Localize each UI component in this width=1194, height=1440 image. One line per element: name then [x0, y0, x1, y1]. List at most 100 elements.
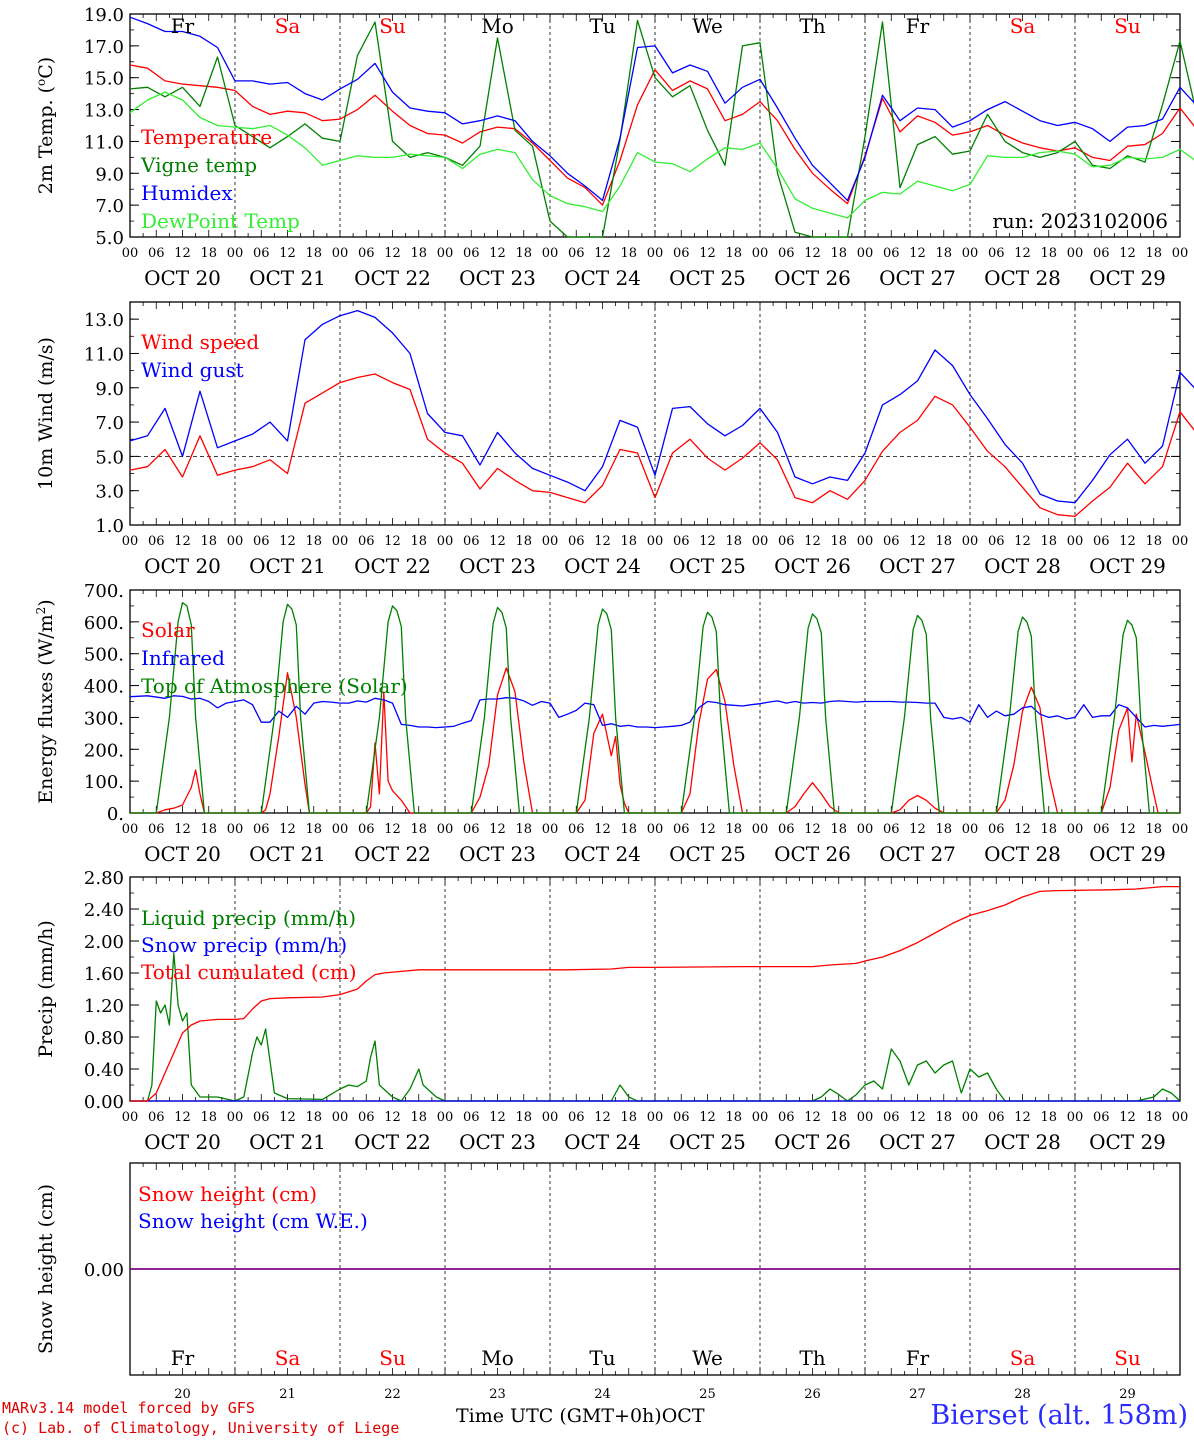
- hour-tick-label: 18: [305, 534, 322, 549]
- hour-tick-label: 00: [437, 246, 454, 261]
- y-tick-label: 1.0: [95, 516, 124, 537]
- date-label: OCT 23: [459, 554, 536, 578]
- hour-tick-label: 00: [437, 1110, 454, 1125]
- hour-tick-label: 06: [673, 246, 690, 261]
- y-tick-label: 200.: [84, 740, 124, 761]
- hour-tick-label: 12: [279, 1110, 296, 1125]
- legend-entry: Infrared: [141, 646, 225, 670]
- series-line-wind-gust: [129, 309, 1194, 504]
- hour-tick-label: 18: [410, 1110, 427, 1125]
- hour-tick-label: 18: [830, 534, 847, 549]
- date-label: OCT 27: [879, 842, 956, 866]
- plot-frame: [129, 301, 1181, 526]
- date-label: OCT 26: [774, 1130, 851, 1154]
- hour-tick-label: 12: [1119, 822, 1136, 837]
- date-label: OCT 25: [669, 554, 746, 578]
- series-line-total-cumulated-cm-: [130, 885, 1180, 1102]
- y-tick-label: 17.0: [84, 37, 124, 58]
- legend-entry: Wind gust: [141, 358, 244, 382]
- date-label: OCT 27: [879, 266, 956, 290]
- weekday-label-bottom: Sa: [275, 1346, 301, 1370]
- hour-tick-label: 00: [752, 246, 769, 261]
- weekday-label-top: Tu: [589, 14, 615, 38]
- hour-tick-label: 00: [1067, 1110, 1084, 1125]
- hour-tick-label: 12: [489, 822, 506, 837]
- y-tick-label: 2.40: [84, 900, 124, 921]
- y-tick-label: 7.0: [95, 413, 124, 434]
- run-label: run: 2023102006: [992, 209, 1168, 233]
- y-tick-label: 600.: [84, 613, 124, 634]
- panel-1: 19.0 17.0 15.0 13.0 11.0 9.0 7.0 5.0 2m Temp. (o…: [34, 5, 1194, 290]
- time-axis-text: Time UTC (GMT+0h): [456, 1405, 662, 1427]
- hour-tick-label: 00: [1067, 246, 1084, 261]
- day-number-label: 29: [1119, 1387, 1136, 1402]
- hour-tick-label: 18: [410, 534, 427, 549]
- hour-tick-label: 00: [122, 534, 139, 549]
- series-line-infrared: [129, 695, 1181, 729]
- hour-tick-label: 18: [935, 822, 952, 837]
- hour-tick-label: 06: [148, 822, 165, 837]
- legend-entry: Snow precip (mm/h): [141, 933, 347, 957]
- hour-tick-label: 12: [489, 534, 506, 549]
- legend-entry: Humidex: [141, 181, 233, 205]
- hour-tick-label: 18: [1145, 534, 1162, 549]
- hour-tick-label: 06: [463, 822, 480, 837]
- hour-tick-label: 00: [122, 246, 139, 261]
- hour-tick-label: 06: [883, 822, 900, 837]
- hour-tick-label: 06: [568, 534, 585, 549]
- hour-tick-label: 06: [358, 822, 375, 837]
- hour-tick-label: 00: [122, 822, 139, 837]
- y-axis-title: Snow height (cm): [35, 1184, 57, 1354]
- model-text: MARv3.14 model forced by GFS: [2, 1399, 255, 1417]
- y-tick-label: 9.0: [95, 164, 124, 185]
- hour-tick-label: 18: [620, 534, 637, 549]
- day-number-label: 22: [384, 1387, 401, 1402]
- hour-tick-label: 06: [778, 246, 795, 261]
- hour-tick-label: 00: [647, 1110, 664, 1125]
- y-tick-label: 15.0: [84, 69, 124, 90]
- hour-tick-label: 12: [489, 246, 506, 261]
- date-label: OCT 20: [144, 1130, 221, 1154]
- hour-tick-label: 06: [988, 822, 1005, 837]
- hour-tick-label: 00: [1172, 534, 1189, 549]
- hour-tick-label: 00: [227, 1110, 244, 1125]
- date-label: OCT 21: [249, 554, 326, 578]
- y-tick-label: 3.0: [95, 482, 124, 503]
- model-credits: MARv3.14 model forced by GFS (c) Lab. of…: [2, 1398, 399, 1438]
- hour-tick-label: 06: [463, 246, 480, 261]
- y-tick-label: 0.00: [84, 1260, 124, 1281]
- y-tick-label: 13.0: [84, 101, 124, 122]
- hour-tick-label: 18: [410, 246, 427, 261]
- hour-tick-label: 00: [1067, 822, 1084, 837]
- hour-tick-label: 18: [1145, 1110, 1162, 1125]
- station-label: Bierset (alt. 158m): [930, 1400, 1188, 1431]
- hour-tick-label: 06: [253, 246, 270, 261]
- hour-tick-label: 12: [804, 1110, 821, 1125]
- y-tick-label: 1.60: [84, 964, 124, 985]
- y-tick-label: 400.: [84, 677, 124, 698]
- hour-tick-label: 06: [358, 534, 375, 549]
- hour-tick-label: 06: [1093, 534, 1110, 549]
- hour-tick-label: 06: [148, 534, 165, 549]
- series-line-liquid-precip-mm-h-: [130, 952, 1181, 1102]
- date-label: OCT 24: [564, 554, 641, 578]
- hour-tick-label: 00: [752, 1110, 769, 1125]
- date-label: OCT 25: [669, 842, 746, 866]
- y-tick-label: 1.20: [84, 996, 124, 1017]
- plot-frame: [129, 13, 1181, 238]
- legend-entry: Snow height (cm W.E.): [138, 1209, 368, 1233]
- hour-tick-label: 18: [1040, 822, 1057, 837]
- hour-tick-label: 00: [752, 534, 769, 549]
- hour-tick-label: 00: [962, 822, 979, 837]
- weekday-label-bottom: Sa: [1010, 1346, 1036, 1370]
- date-label: OCT 25: [669, 266, 746, 290]
- hour-tick-label: 18: [725, 534, 742, 549]
- hour-tick-label: 12: [909, 822, 926, 837]
- hour-tick-label: 06: [253, 822, 270, 837]
- date-label: OCT 28: [984, 1130, 1061, 1154]
- hour-tick-label: 06: [253, 1110, 270, 1125]
- date-label: OCT 22: [354, 1130, 431, 1154]
- hour-tick-label: 18: [515, 534, 532, 549]
- hour-tick-label: 12: [1119, 534, 1136, 549]
